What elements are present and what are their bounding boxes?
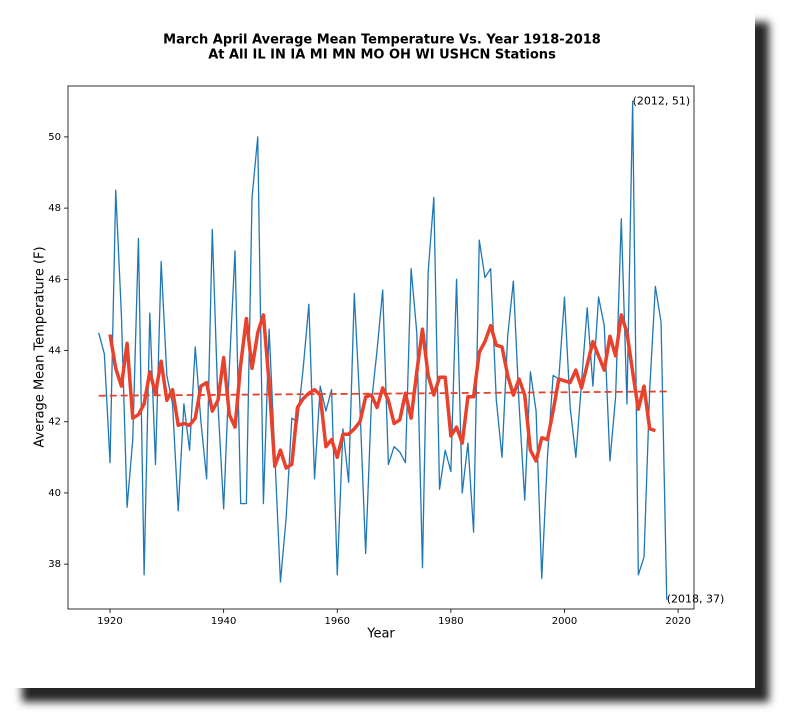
x-tick-label: 1920 xyxy=(97,616,122,627)
x-tick-label: 1980 xyxy=(438,616,463,627)
chart-subtitle: At All IL IN IA MI MN MO OH WI USHCN Sta… xyxy=(208,48,556,63)
data-line xyxy=(98,390,667,397)
y-tick-label: 46 xyxy=(48,274,61,285)
x-tick-label: 1960 xyxy=(325,616,350,627)
chart-title: March April Average Mean Temperature Vs.… xyxy=(163,33,601,48)
x-axis-label: Year xyxy=(366,627,395,642)
y-tick-label: 40 xyxy=(48,488,61,499)
plot-frame xyxy=(67,85,695,610)
y-tick-label: 50 xyxy=(48,132,61,143)
y-axis-label: Average Mean Temperature (F) xyxy=(33,246,48,447)
y-tick-label: 44 xyxy=(48,346,61,357)
y-tick-label: 42 xyxy=(48,417,61,428)
data-line xyxy=(108,313,656,470)
annotation: (2018, 37) xyxy=(667,593,725,606)
x-tick-label: 2020 xyxy=(665,616,690,627)
x-tick-label: 2000 xyxy=(552,616,577,627)
annotation: (2012, 51) xyxy=(633,94,691,107)
y-tick-label: 48 xyxy=(48,203,61,214)
x-tick-label: 1940 xyxy=(211,616,236,627)
data-line xyxy=(98,100,668,600)
y-tick-label: 38 xyxy=(48,559,61,570)
